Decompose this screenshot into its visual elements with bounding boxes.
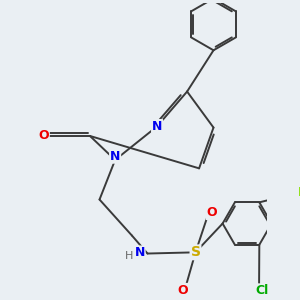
Text: N: N [110,150,120,163]
Text: Cl: Cl [255,284,268,297]
Text: F: F [298,186,300,199]
Text: H: H [124,251,133,261]
Text: O: O [38,130,49,142]
Text: S: S [190,245,200,259]
Text: O: O [206,206,217,219]
Text: N: N [134,246,145,259]
Text: N: N [152,120,162,133]
Text: O: O [177,284,188,297]
